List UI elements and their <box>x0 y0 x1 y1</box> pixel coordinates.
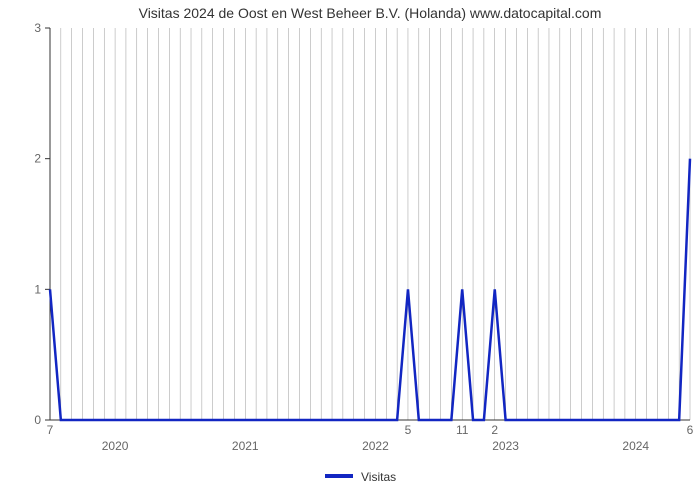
legend-label: Visitas <box>361 470 396 484</box>
endpoint-label: 5 <box>405 423 412 437</box>
x-year-label: 2024 <box>622 439 649 453</box>
x-year-label: 2022 <box>362 439 389 453</box>
y-tick-label: 2 <box>34 152 41 166</box>
x-year-label: 2023 <box>492 439 519 453</box>
legend-swatch <box>325 474 353 478</box>
y-tick-label: 1 <box>34 282 41 296</box>
endpoint-label: 11 <box>456 423 469 437</box>
x-year-label: 2021 <box>232 439 259 453</box>
endpoint-label: 2 <box>491 423 498 437</box>
chart-bg <box>0 0 700 500</box>
endpoint-label: 6 <box>687 423 694 437</box>
chart-title: Visitas 2024 de Oost en West Beheer B.V.… <box>139 5 602 21</box>
y-tick-label: 0 <box>34 413 41 427</box>
endpoint-label: 7 <box>47 423 54 437</box>
visits-chart: Visitas 2024 de Oost en West Beheer B.V.… <box>0 0 700 500</box>
y-tick-label: 3 <box>34 21 41 35</box>
x-year-label: 2020 <box>102 439 129 453</box>
